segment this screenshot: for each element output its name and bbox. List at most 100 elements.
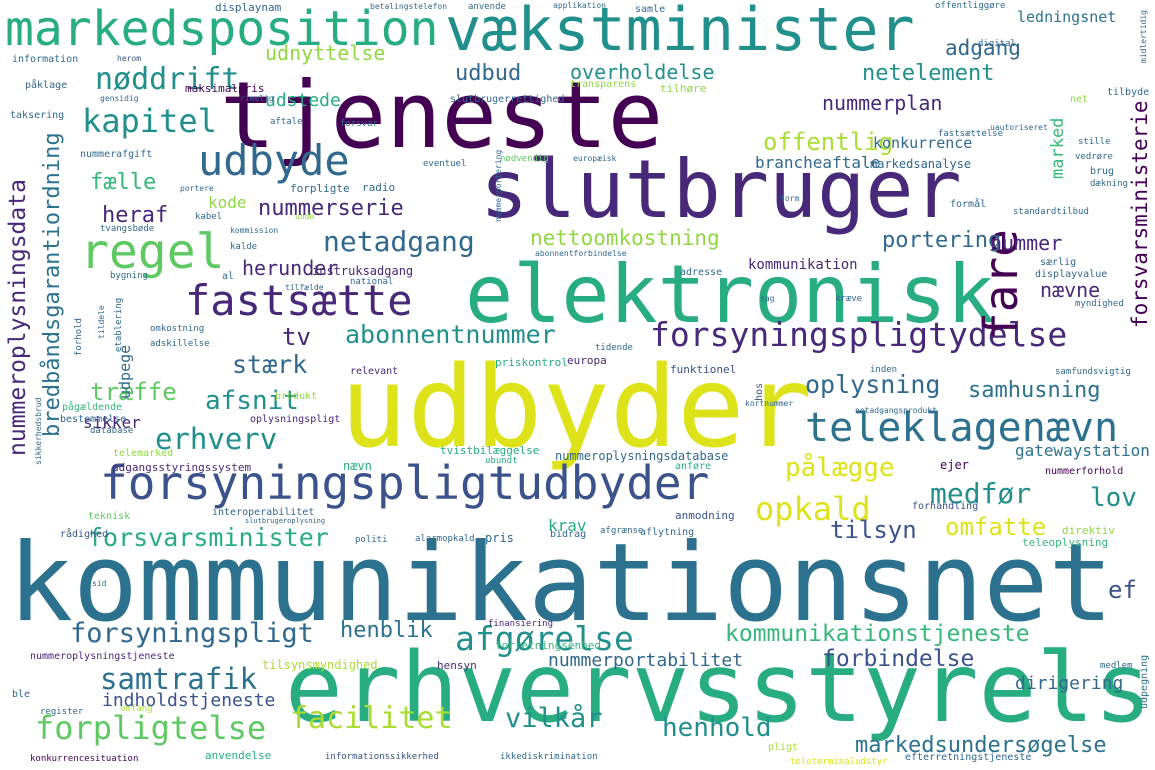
word-11: fastsætte — [185, 276, 413, 325]
word-89: pågældende — [62, 402, 123, 413]
word-142: net — [1070, 94, 1089, 105]
word-140: rimelig — [240, 94, 274, 103]
word-150: forsvar — [340, 119, 378, 129]
word-155: nødvendig — [500, 154, 549, 164]
word-160: kabel — [195, 212, 223, 222]
word-102: samfundsvigtig — [1055, 367, 1131, 377]
word-128: efterretningstjeneste — [905, 752, 1032, 763]
word-185: tidende — [595, 343, 633, 353]
word-71: indholdstjeneste — [102, 690, 276, 711]
word-139: maksimalpris — [185, 82, 265, 95]
word-69: nummeroplysningsdata — [5, 179, 31, 456]
word-0: kommunikationsnet — [8, 521, 1114, 646]
word-151: uautoriseret — [990, 123, 1048, 132]
word-79: nummeroplysningsdatabase — [555, 449, 729, 463]
word-58: nævne — [1040, 278, 1101, 302]
word-179: myndighed — [1075, 299, 1124, 309]
word-57: nummer — [990, 231, 1063, 255]
word-124: anvendelse — [205, 749, 272, 762]
word-81: adgangsstyringssystem — [112, 461, 252, 474]
word-107: politi — [355, 535, 388, 545]
word-149: aftale — [270, 117, 303, 127]
word-145: gensidig — [100, 94, 139, 103]
word-87: produkt — [275, 391, 318, 402]
word-38: tilsyn — [830, 516, 917, 544]
word-106: rådighed — [60, 529, 109, 540]
word-134: samle — [635, 4, 666, 15]
word-94: anmodning — [675, 509, 735, 522]
word-59: offentlig — [763, 128, 894, 156]
word-13: udbyde — [198, 136, 350, 185]
word-3: tjeneste — [220, 62, 664, 169]
word-23: henblik — [340, 618, 433, 643]
word-161: forpligte — [290, 182, 350, 195]
word-30: henhold — [662, 713, 772, 743]
word-93: interoperabilitet — [212, 507, 315, 518]
word-131: betalingstelefon — [370, 2, 448, 11]
word-167: standardtilbud — [1013, 207, 1089, 217]
word-52: heraf — [102, 203, 169, 228]
word-187: sid — [92, 579, 107, 588]
word-121: omfang — [120, 704, 153, 714]
word-146: slutbrugerrettighed — [450, 94, 565, 105]
word-68: forsvarsministerie — [1128, 100, 1152, 328]
word-72: gatewaystation — [1015, 441, 1150, 460]
word-114: forretningsenhed — [495, 639, 601, 652]
word-156: europæisk — [573, 154, 617, 163]
word-48: sikker — [83, 413, 141, 432]
word-177: sag — [760, 294, 775, 303]
word-62: nummerplan — [822, 91, 943, 115]
word-169: kalde — [230, 242, 258, 252]
word-92: teknisk — [88, 511, 131, 522]
word-176: adresse — [680, 267, 723, 278]
word-88: oplysningspligt — [250, 414, 341, 425]
word-1: udbyder — [340, 343, 813, 473]
word-165: form — [780, 194, 800, 203]
word-152: stille — [1078, 137, 1111, 147]
word-36: medfør — [930, 477, 1032, 510]
word-29: vilkår — [505, 703, 603, 734]
word-31: markedsundersøgelse — [855, 733, 1107, 758]
word-122: ble — [12, 689, 31, 700]
word-99: ubundt — [485, 456, 518, 466]
word-85: europa — [567, 354, 607, 367]
word-82: nævn — [343, 459, 372, 473]
word-33: forbindelse — [822, 646, 975, 672]
word-27: forpligtelse — [35, 709, 267, 747]
word-123: konkurrencesituation — [30, 754, 139, 764]
word-178: kræve — [835, 294, 863, 304]
word-174: tilfælde — [285, 283, 324, 292]
word-20: abonnentnummer — [345, 320, 556, 349]
word-80: tvistbilæggelse — [440, 444, 540, 457]
word-64: adgang — [945, 36, 1021, 60]
word-119: udpegning — [1139, 654, 1150, 709]
word-53: fælle — [90, 170, 157, 195]
word-2: erhvervsstyrelse — [285, 632, 1155, 744]
word-84: priskontrol — [495, 356, 568, 369]
word-39: omfatte — [945, 513, 1047, 541]
word-117: hensyn — [437, 659, 477, 672]
word-10: forsyningspligtydelse — [650, 315, 1068, 354]
word-183: omkostning — [150, 324, 205, 334]
word-78: instruksadgang — [312, 264, 414, 278]
word-153: nummerafgift — [80, 149, 153, 160]
word-4: slutbruger — [480, 143, 962, 236]
word-125: informationssikkerhed — [325, 752, 439, 762]
word-129: teleterminaludstyr — [790, 757, 888, 767]
word-191: nummerportering — [494, 149, 503, 222]
word-70: bredbåndsgarantiordning — [40, 131, 65, 437]
word-111: aflytning — [640, 527, 695, 538]
word-56: portering — [882, 228, 1002, 253]
word-46: træffe — [90, 378, 177, 406]
word-67: udstede — [265, 90, 341, 111]
word-16: nøddrift — [95, 62, 240, 97]
word-190: fastsættelse — [938, 129, 1004, 139]
word-192: portere — [180, 184, 214, 193]
word-135: offentliggøre — [935, 1, 1006, 11]
word-130: displaynam — [215, 1, 282, 14]
word-35: opkald — [755, 490, 871, 528]
word-194: sikkerhedsbrud — [34, 397, 43, 466]
word-189: netadgangsprodukt — [855, 406, 937, 415]
word-97: anføre — [675, 461, 712, 472]
word-77: kommunikation — [748, 257, 858, 273]
